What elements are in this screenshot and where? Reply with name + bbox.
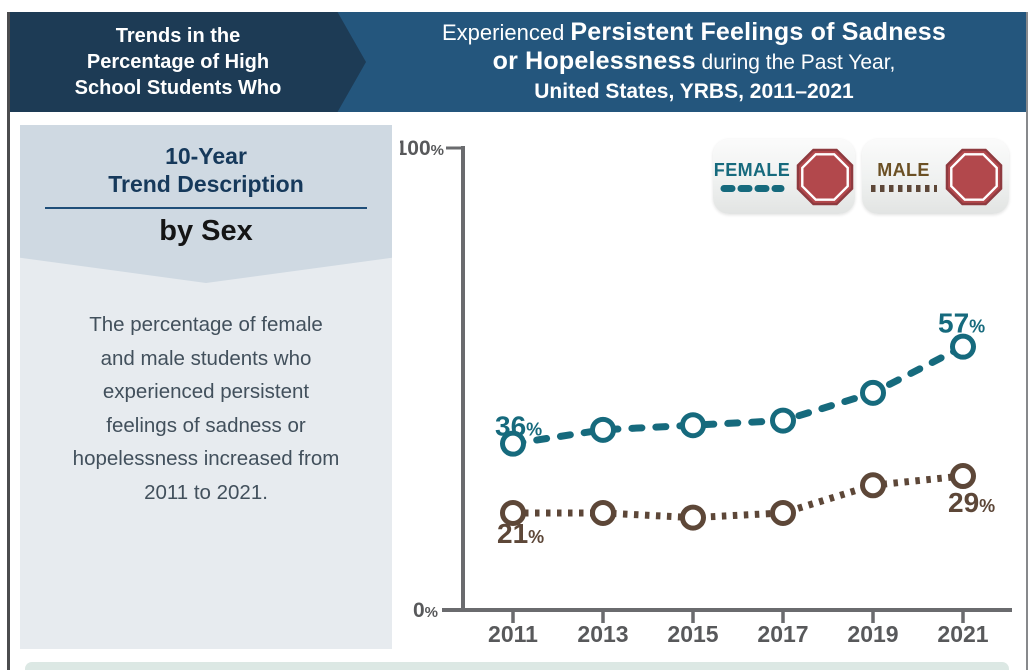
header-subtitle-prefix: Experienced bbox=[442, 20, 571, 45]
page-border-left bbox=[7, 12, 10, 670]
heading-divider bbox=[45, 207, 367, 209]
data-label-first-female: 36% bbox=[495, 411, 542, 442]
trend-description-header: 10-Year Trend Description by Sex bbox=[20, 125, 392, 283]
legend-item-female: FEMALE bbox=[713, 139, 855, 214]
trend-description-panel: 10-Year Trend Description by Sex The per… bbox=[20, 125, 392, 649]
header-subtitle-bold2: or Hopelessness bbox=[492, 47, 696, 75]
x-tick-label: 2013 bbox=[577, 621, 628, 647]
legend-item-male: MALE bbox=[862, 139, 1009, 214]
data-point-female bbox=[860, 379, 886, 406]
header-subtitle-line3: United States, YRBS, 2011–2021 bbox=[534, 80, 854, 103]
header-banner: Experienced Persistent Feelings of Sadne… bbox=[10, 12, 1026, 112]
data-point-male bbox=[500, 499, 526, 526]
header-subtitle-suffix: during the Past Year, bbox=[695, 51, 896, 74]
series-line-male bbox=[513, 472, 964, 522]
header-title-arrow-box: Trends in the Percentage of High School … bbox=[10, 12, 366, 112]
legend-label-male: MALE bbox=[877, 160, 930, 180]
panel-heading-line1: 10-Year bbox=[165, 143, 247, 169]
header-title-line1: Trends in the bbox=[115, 25, 241, 47]
trend-description-text: The percentage of female and male studen… bbox=[72, 313, 340, 504]
stop-octagon-icon bbox=[796, 148, 854, 205]
header-title-line3: School Students Who bbox=[74, 77, 282, 99]
data-point-male bbox=[860, 472, 886, 499]
x-tick-label: 2017 bbox=[757, 621, 808, 647]
stop-octagon-icon bbox=[945, 148, 1002, 205]
data-point-female bbox=[770, 407, 796, 434]
header-subtitle-line1: Experienced Persistent Feelings of Sadne… bbox=[442, 18, 946, 47]
legend-line-sample-male bbox=[870, 185, 937, 192]
panel-heading: 10-Year Trend Description bbox=[20, 142, 392, 198]
data-point-female bbox=[680, 412, 706, 439]
x-tick-label: 2015 bbox=[667, 621, 718, 647]
x-tick-label: 2019 bbox=[847, 621, 898, 647]
data-point-male bbox=[590, 499, 616, 526]
data-label-first-male: 21% bbox=[497, 518, 544, 549]
panel-heading-line2: Trend Description bbox=[108, 171, 304, 197]
data-point-male bbox=[680, 504, 706, 531]
data-label-last-female: 57% bbox=[938, 308, 985, 339]
data-point-female bbox=[950, 333, 976, 360]
data-label-last-male: 29% bbox=[948, 487, 995, 518]
x-tick-label: 2021 bbox=[937, 621, 988, 647]
panel-subheading: by Sex bbox=[159, 215, 253, 247]
x-tick-label: 2011 bbox=[488, 621, 538, 647]
data-point-male bbox=[950, 463, 976, 490]
next-section-strip bbox=[25, 662, 1009, 670]
legend-line-sample-female bbox=[720, 185, 785, 192]
data-point-female bbox=[590, 416, 616, 443]
data-point-female bbox=[500, 430, 526, 457]
series-line-female bbox=[509, 343, 967, 448]
trend-line-chart: 0% 100% 2011 2013 2015 2017 2019 2021 36% 57% 21% 2… bbox=[400, 137, 1012, 647]
data-point-male bbox=[770, 499, 796, 526]
header-subtitle-bold1: Persistent Feelings of Sadness bbox=[570, 18, 946, 46]
y-tick-label: 100% bbox=[400, 137, 444, 160]
header-subtitle-line2: or Hopelessness during the Past Year, bbox=[493, 47, 896, 77]
page-border-right bbox=[1026, 12, 1028, 670]
legend-label-female: FEMALE bbox=[713, 160, 791, 180]
y-tick-label: 0% bbox=[413, 599, 438, 622]
header-title-line2: Percentage of High bbox=[86, 51, 270, 73]
